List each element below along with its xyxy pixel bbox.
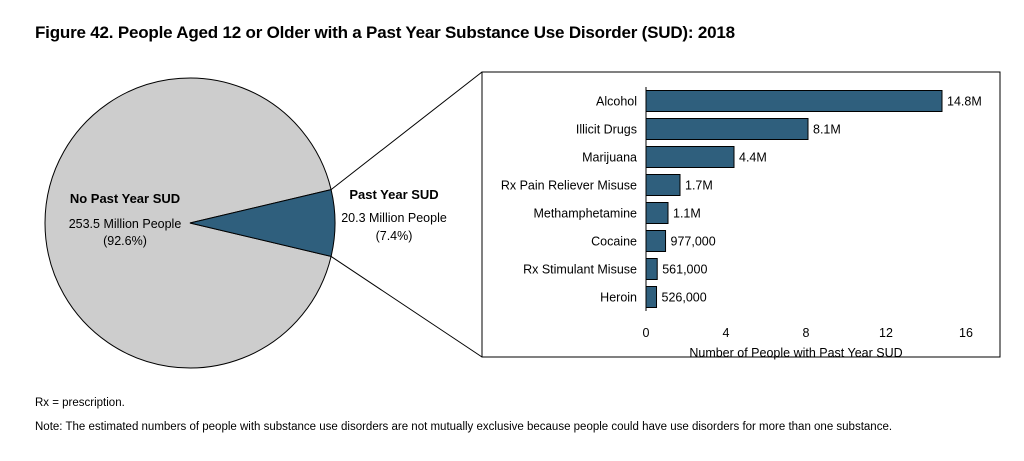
pie-label-sud: Past Year SUD <box>349 187 438 202</box>
bar-category-label: Illicit Drugs <box>576 123 637 137</box>
bar-data-label: 526,000 <box>662 291 707 305</box>
bar-data-label: 14.8M <box>947 95 982 109</box>
bar <box>645 258 658 280</box>
bar <box>645 230 667 252</box>
footnote-rx: Rx = prescription. <box>35 397 125 409</box>
pie-value-no-sud: 253.5 Million People <box>69 217 182 231</box>
bar-data-label: 1.7M <box>685 179 713 193</box>
bar-data-label: 4.4M <box>739 151 767 165</box>
bar-chart: Alcohol 14.8M Illicit Drugs 8.1M Marijuana 4.… <box>481 71 1001 360</box>
bar-data-label: 8.1M <box>813 123 841 137</box>
pie-slice-sud <box>189 188 336 258</box>
pie-value-sud: 20.3 Million People <box>341 211 447 225</box>
pie-label-no-sud: No Past Year SUD <box>70 191 180 206</box>
figure-title: Figure 42. People Aged 12 or Older with … <box>35 23 735 42</box>
bar-x-tick-label: 0 <box>643 326 650 340</box>
bar-x-tick-label: 12 <box>879 326 893 340</box>
bar <box>645 286 658 308</box>
bar-category-label: Methamphetamine <box>533 207 637 221</box>
bar-category-label: Rx Stimulant Misuse <box>523 263 637 277</box>
bar <box>645 118 809 140</box>
bar <box>645 174 681 196</box>
bar <box>645 202 669 224</box>
pie-to-bar-connector <box>330 71 483 358</box>
bar-x-tick-label: 16 <box>959 326 973 340</box>
bar <box>645 146 735 168</box>
connector-line-top <box>330 71 483 190</box>
pie-percent-sud: (7.4%) <box>376 229 413 243</box>
bar-category-label: Rx Pain Reliever Misuse <box>501 179 637 193</box>
pie-percent-no-sud: (92.6%) <box>103 234 147 248</box>
bar-category-label: Cocaine <box>591 235 637 249</box>
bar-x-tick-label: 8 <box>803 326 810 340</box>
bar <box>645 90 943 112</box>
bar-x-axis-title: Number of People with Past Year SUD <box>689 346 902 360</box>
pie-slice-no-sud <box>44 77 332 369</box>
bar-data-label: 1.1M <box>673 207 701 221</box>
bar-category-label: Alcohol <box>596 95 637 109</box>
bar-category-label: Marijuana <box>582 151 637 165</box>
pie-chart: No Past Year SUD 253.5 Million People (92.… <box>44 77 447 369</box>
bar-data-label: 561,000 <box>662 263 707 277</box>
footnote-note: Note: The estimated numbers of people wi… <box>35 421 893 433</box>
bar-data-label: 977,000 <box>671 235 716 249</box>
bar-x-tick-label: 4 <box>723 326 730 340</box>
connector-line-bottom <box>330 255 483 358</box>
bar-category-label: Heroin <box>600 291 637 305</box>
